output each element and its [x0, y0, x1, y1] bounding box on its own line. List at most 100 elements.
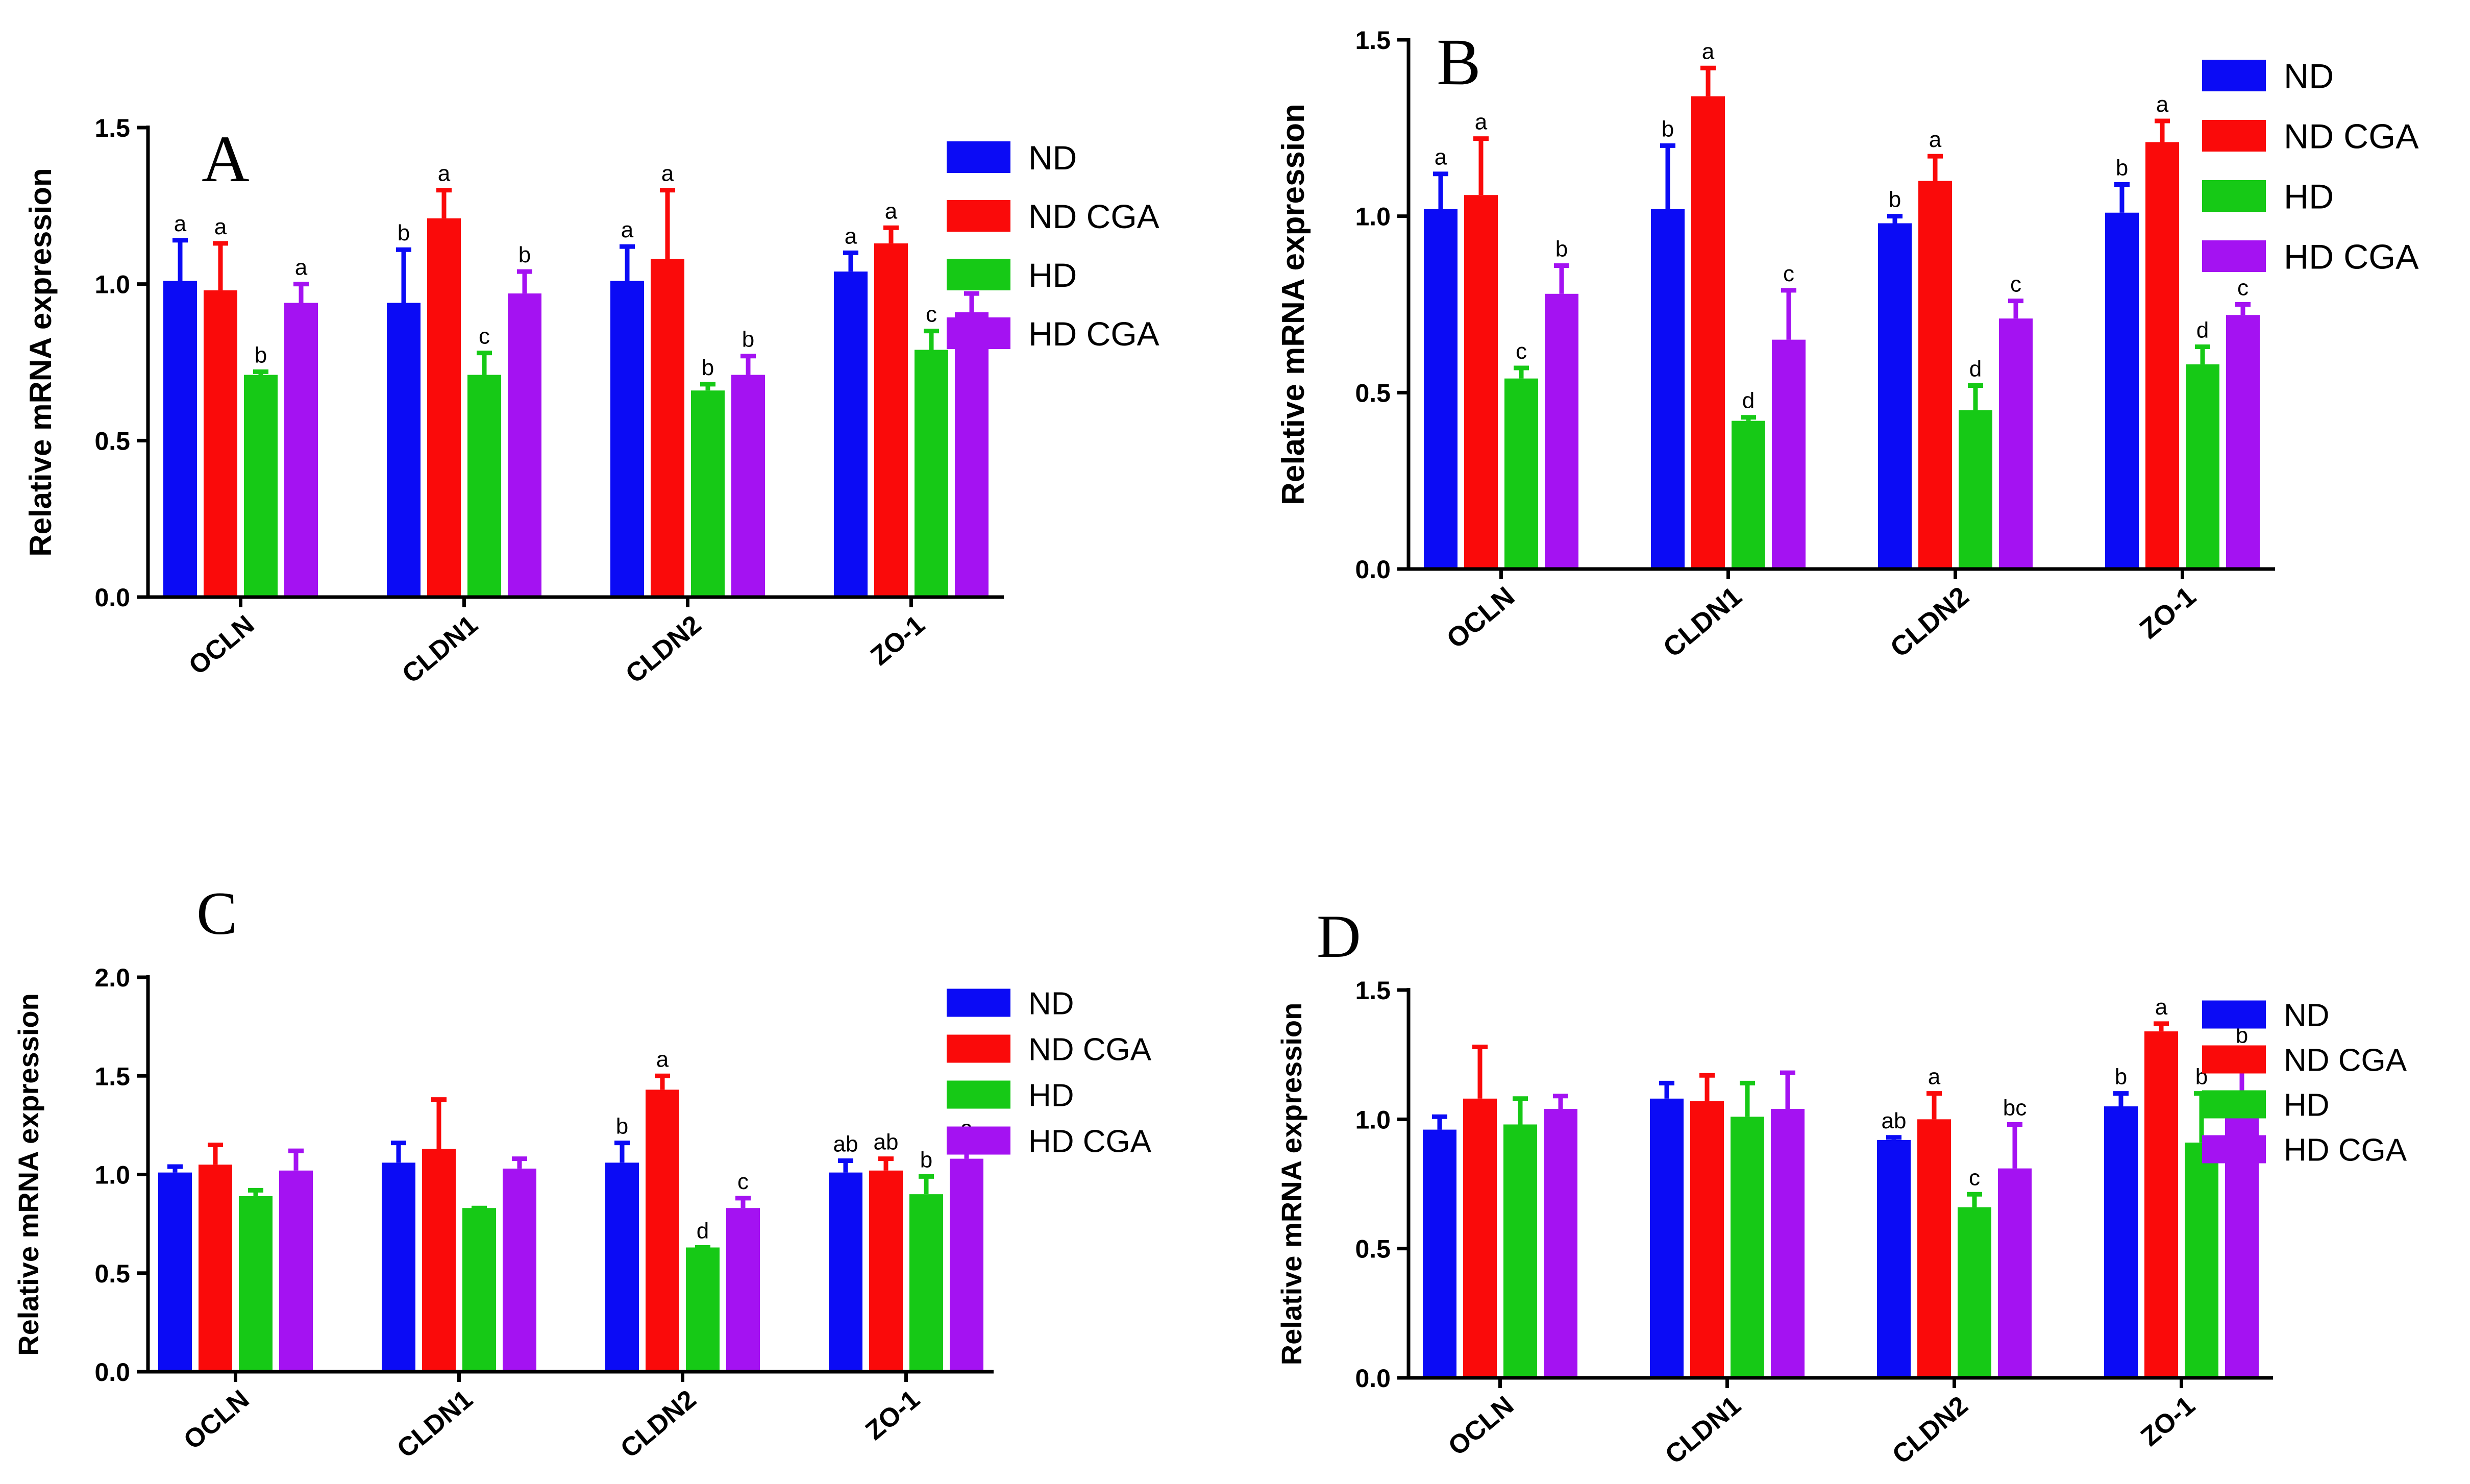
bar	[874, 243, 908, 597]
bar	[1464, 195, 1498, 570]
bar	[427, 218, 461, 597]
bar	[605, 1163, 639, 1372]
bar	[244, 375, 278, 597]
x-tick-label: ZO-1	[2134, 581, 2202, 645]
significance-label: b	[1555, 236, 1568, 261]
y-tick-label: 0.5	[94, 1259, 130, 1288]
legend-swatch	[2202, 1090, 2266, 1119]
y-axis-label: Relative mRNA expression	[1275, 1003, 1307, 1366]
legend-swatch	[2202, 1000, 2266, 1029]
bar	[1545, 293, 1578, 569]
legend-swatch	[2202, 180, 2266, 212]
bar	[915, 350, 948, 597]
bar	[1917, 1119, 1951, 1378]
bar	[387, 303, 421, 597]
bar	[726, 1208, 760, 1372]
bar	[2144, 1031, 2178, 1378]
legend-label: HD	[2284, 1087, 2330, 1123]
legend-label: HD CGA	[1028, 1124, 1152, 1159]
bar	[284, 303, 318, 597]
bar	[1504, 378, 1538, 569]
bar	[651, 259, 684, 598]
y-tick-label: 1.0	[1355, 1105, 1391, 1134]
significance-label: a	[2156, 92, 2169, 117]
bar	[1959, 410, 1992, 569]
significance-label: a	[621, 217, 634, 242]
x-tick-label: ZO-1	[865, 610, 930, 672]
y-tick-label: 1.5	[1355, 26, 1391, 55]
bar	[1463, 1098, 1497, 1378]
significance-label: a	[656, 1047, 669, 1072]
bar	[1423, 1129, 1456, 1378]
legend-label: HD CGA	[1028, 315, 1159, 353]
significance-label: c	[2010, 272, 2021, 297]
bar	[2105, 212, 2139, 570]
y-axis-label: Relative mRNA expression	[12, 993, 44, 1356]
significance-label: a	[1435, 145, 1447, 170]
x-tick-label: CLDN1	[397, 610, 483, 689]
legend-label: ND	[1028, 139, 1077, 177]
significance-label: c	[479, 324, 490, 349]
y-tick-label: 1.5	[94, 114, 130, 142]
significance-label: a	[845, 224, 857, 249]
y-tick-label: 0.0	[1355, 555, 1391, 584]
bar	[462, 1208, 496, 1372]
x-tick-label: OCLN	[183, 610, 260, 681]
bar	[610, 281, 644, 597]
y-axis-label: Relative mRNA expression	[1276, 104, 1311, 505]
y-tick-label: 0.0	[1355, 1364, 1391, 1393]
significance-label: c	[1969, 1165, 1980, 1190]
x-tick-label: CLDN1	[391, 1384, 478, 1464]
bar	[382, 1163, 415, 1372]
bar	[950, 1158, 983, 1372]
bar	[869, 1170, 903, 1372]
significance-label: ab	[833, 1131, 858, 1156]
bar	[204, 290, 237, 597]
bar	[1878, 223, 1912, 569]
x-tick-label: OCLN	[1443, 1391, 1519, 1462]
legend-label: ND CGA	[1028, 1032, 1152, 1067]
legend-swatch	[2202, 1045, 2266, 1074]
bar	[1651, 209, 1685, 570]
significance-label: a	[1928, 1065, 1941, 1090]
y-tick-label: 1.0	[94, 270, 130, 299]
significance-label: b	[920, 1147, 932, 1172]
panel-letter: A	[202, 122, 250, 196]
y-tick-label: 0.0	[94, 583, 130, 612]
bar	[1999, 318, 2033, 569]
legend-swatch	[2202, 240, 2266, 272]
bar	[2104, 1106, 2138, 1378]
chart-panel-d: D Relative mRNA expression 0.0 0.5 1.0 1.5 OCL…	[1275, 902, 2407, 1470]
legend-label: ND	[2284, 998, 2330, 1033]
significance-label: d	[2196, 317, 2209, 342]
bar	[1998, 1168, 2032, 1378]
legend-swatch	[947, 1080, 1010, 1109]
bar	[686, 1247, 720, 1372]
bar	[2145, 142, 2179, 569]
significance-label: d	[1742, 388, 1755, 413]
significance-label: c	[1516, 339, 1527, 364]
legend-swatch	[947, 141, 1010, 173]
significance-label: a	[2155, 995, 2168, 1020]
chart-panel-a: A Relative mRNA expression 0.0 0.5 1.0 1.5 a a b…	[23, 114, 1159, 689]
legend-swatch	[947, 259, 1010, 290]
significance-label: b	[1662, 116, 1674, 141]
bar	[834, 271, 868, 597]
significance-label: bc	[2003, 1095, 2027, 1120]
bar	[2185, 1142, 2218, 1378]
panel-letter: D	[1317, 902, 1361, 970]
legend-label: ND CGA	[2284, 1043, 2407, 1078]
significance-label: a	[295, 255, 308, 280]
bar	[1650, 1098, 1684, 1378]
y-tick-label: 1.5	[1355, 976, 1391, 1005]
significance-label: c	[1783, 261, 1794, 286]
bar	[1958, 1207, 1991, 1378]
significance-label: c	[2237, 276, 2249, 301]
legend-swatch	[947, 200, 1010, 232]
bar	[1690, 1101, 1724, 1378]
x-tick-label: CLDN2	[615, 1384, 702, 1464]
bar	[2226, 315, 2260, 569]
bar	[503, 1168, 536, 1372]
y-tick-label: 0.5	[1355, 379, 1391, 407]
